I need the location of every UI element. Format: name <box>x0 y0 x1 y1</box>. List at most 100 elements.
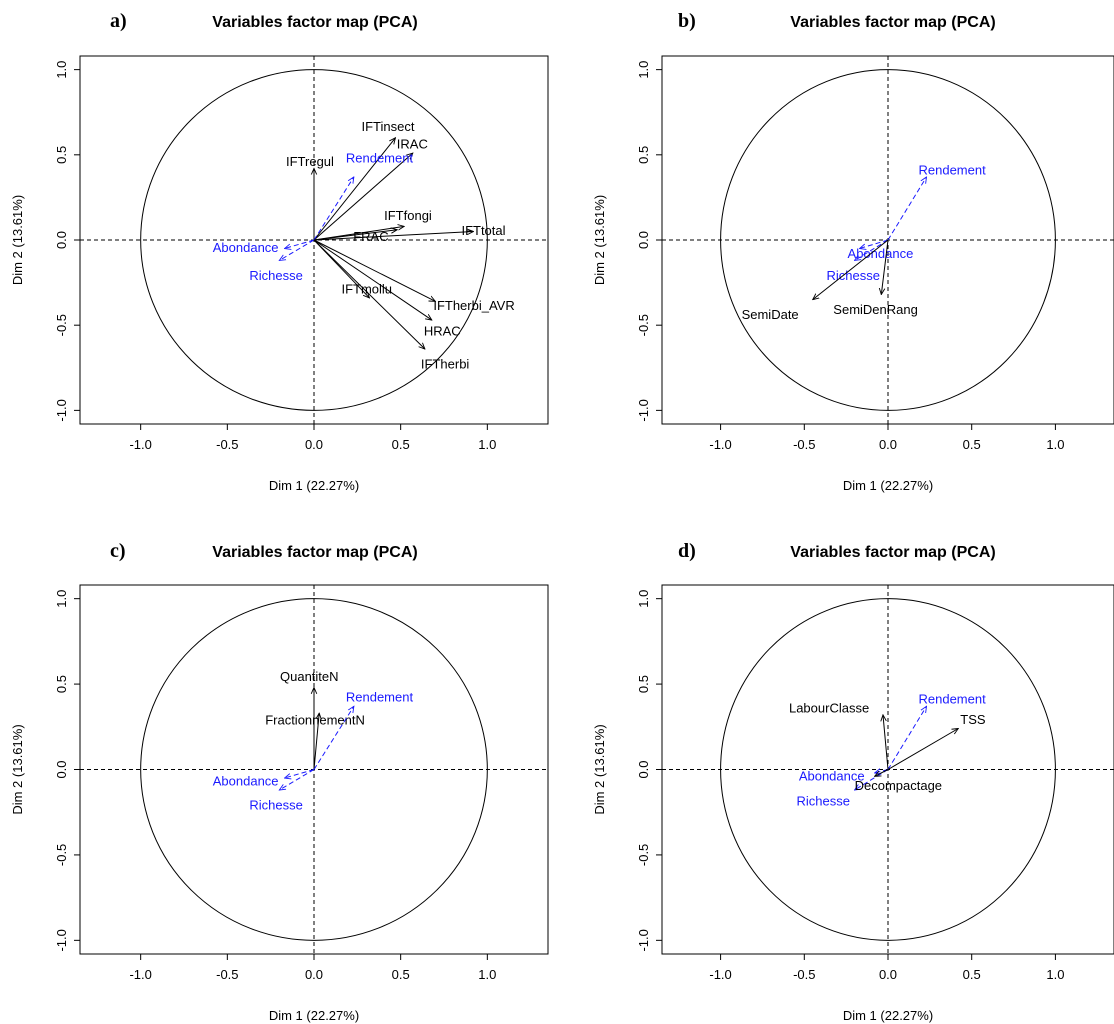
variable-label: IFTregul <box>286 154 334 169</box>
variable-label: Rendement <box>919 692 987 707</box>
y-axis-label: Dim 2 (13.61%) <box>10 724 25 814</box>
x-axis-label: Dim 1 (22.27%) <box>843 478 933 493</box>
y-tick-label: 0.5 <box>54 146 69 164</box>
variable-label: Abondance <box>799 768 865 783</box>
chart-title: Variables factor map (PCA) <box>212 544 417 561</box>
chart-title: Variables factor map (PCA) <box>212 14 417 31</box>
arrow-rendement <box>887 177 927 241</box>
arrow-richesse <box>279 769 315 791</box>
arrow-semidenrang <box>881 239 889 295</box>
variable-label: Richesse <box>827 268 880 283</box>
y-axis-label: Dim 2 (13.61%) <box>592 195 607 285</box>
panel-letter: d) <box>678 540 696 562</box>
variable-label: Abondance <box>213 773 279 788</box>
panel-letter: c) <box>110 540 126 562</box>
arrow-richesse <box>279 239 315 260</box>
arrow-fractionnementn <box>313 713 319 770</box>
variable-label: IFTfongi <box>384 208 432 223</box>
y-tick-label: -1.0 <box>54 929 69 951</box>
variable-label: Richesse <box>249 797 302 812</box>
variable-label: Abondance <box>213 240 279 255</box>
y-tick-label: 0.5 <box>636 146 651 164</box>
x-tick-label: 0.0 <box>879 967 897 982</box>
variable-label: IFTherbi_AVR <box>433 298 514 313</box>
y-tick-label: -0.5 <box>636 314 651 336</box>
variable-label: IFTinsect <box>361 119 414 134</box>
variable-label: Richesse <box>797 793 850 808</box>
y-tick-label: 1.0 <box>636 590 651 608</box>
y-tick-label: 0.5 <box>54 675 69 693</box>
arrow-abondance <box>285 239 315 249</box>
y-tick-label: -1.0 <box>636 399 651 421</box>
arrow-hrac <box>313 239 432 320</box>
y-tick-label: 0.0 <box>54 760 69 778</box>
arrow-iftherbi <box>313 239 425 349</box>
arrow-abondance <box>285 769 315 779</box>
arrow-tss <box>887 729 958 770</box>
arrow-rendement <box>887 706 927 770</box>
panel-d: d) Variables factor map (PCA) -1.0 -0.5 0.0 0… <box>592 540 1114 1023</box>
panel-letter: a) <box>110 10 127 32</box>
variable-label: LabourClasse <box>789 700 869 715</box>
arrow-ifttotal <box>313 231 473 241</box>
variable-label: HRAC <box>424 324 461 339</box>
variable-label: QuantiteN <box>280 669 339 684</box>
y-tick-label: 1.0 <box>54 590 69 608</box>
arrow-frac <box>313 230 397 241</box>
x-tick-label: 0.5 <box>963 967 981 982</box>
y-tick-label: 0.0 <box>636 760 651 778</box>
variable-label: IFTmollu <box>341 281 392 296</box>
arrow-richesse <box>855 769 889 791</box>
variable-label: FractionnementN <box>265 713 365 728</box>
arrow-labourclasse <box>883 715 889 770</box>
x-tick-label: 0.5 <box>392 437 410 452</box>
y-tick-label: -1.0 <box>636 929 651 951</box>
variable-label: TSS <box>960 712 986 727</box>
variable-label: Decompactage <box>855 778 942 793</box>
x-tick-label: 0.5 <box>392 967 410 982</box>
panel-b: b) Variables factor map (PCA) -1.0 -0.5 0.0 0… <box>592 10 1114 493</box>
x-tick-label: 0.5 <box>963 437 981 452</box>
x-tick-label: -0.5 <box>216 967 238 982</box>
x-tick-label: -0.5 <box>793 437 815 452</box>
arrow-irac <box>313 153 413 241</box>
x-tick-label: -1.0 <box>129 437 151 452</box>
variable-label: IFTtotal <box>461 223 505 238</box>
x-tick-label: -1.0 <box>709 437 731 452</box>
y-tick-label: 1.0 <box>636 61 651 79</box>
panel-a: a) Variables factor map (PCA) -1.0 -0.5 0.0 0… <box>10 10 549 493</box>
x-tick-label: 1.0 <box>1046 967 1064 982</box>
y-tick-label: 0.0 <box>636 231 651 249</box>
x-tick-label: 0.0 <box>305 437 323 452</box>
x-tick-label: -1.0 <box>709 967 731 982</box>
panel-letter: b) <box>678 10 696 32</box>
arrow-decompactage <box>875 769 889 777</box>
arrow-rendement <box>313 706 354 770</box>
y-tick-label: -0.5 <box>636 844 651 866</box>
y-tick-label: 1.0 <box>54 61 69 79</box>
variable-label: Abondance <box>848 246 914 261</box>
y-tick-label: -1.0 <box>54 399 69 421</box>
x-tick-label: 0.0 <box>879 437 897 452</box>
y-tick-label: 0.5 <box>636 675 651 693</box>
chart-title: Variables factor map (PCA) <box>790 544 995 561</box>
arrow-iftherbi-avr <box>313 239 435 301</box>
arrow-iftinsect <box>313 138 395 241</box>
variable-label: Rendement <box>346 150 414 165</box>
y-tick-label: 0.0 <box>54 231 69 249</box>
x-tick-label: 1.0 <box>478 437 496 452</box>
y-tick-label: -0.5 <box>54 844 69 866</box>
variable-label: IRAC <box>397 137 428 152</box>
y-tick-label: -0.5 <box>54 314 69 336</box>
variable-label: SemiDenRang <box>833 302 918 317</box>
x-tick-label: 1.0 <box>1046 437 1064 452</box>
variable-label: Richesse <box>249 268 302 283</box>
variable-label: SemiDate <box>742 307 799 322</box>
panel-c: c) Variables factor map (PCA) -1.0 -0.5 0.0 0… <box>10 540 549 1023</box>
arrow-richesse <box>855 239 889 260</box>
variable-label: IFTherbi <box>421 356 470 371</box>
x-axis-label: Dim 1 (22.27%) <box>269 478 359 493</box>
chart-title: Variables factor map (PCA) <box>790 14 995 31</box>
x-tick-label: 0.0 <box>305 967 323 982</box>
